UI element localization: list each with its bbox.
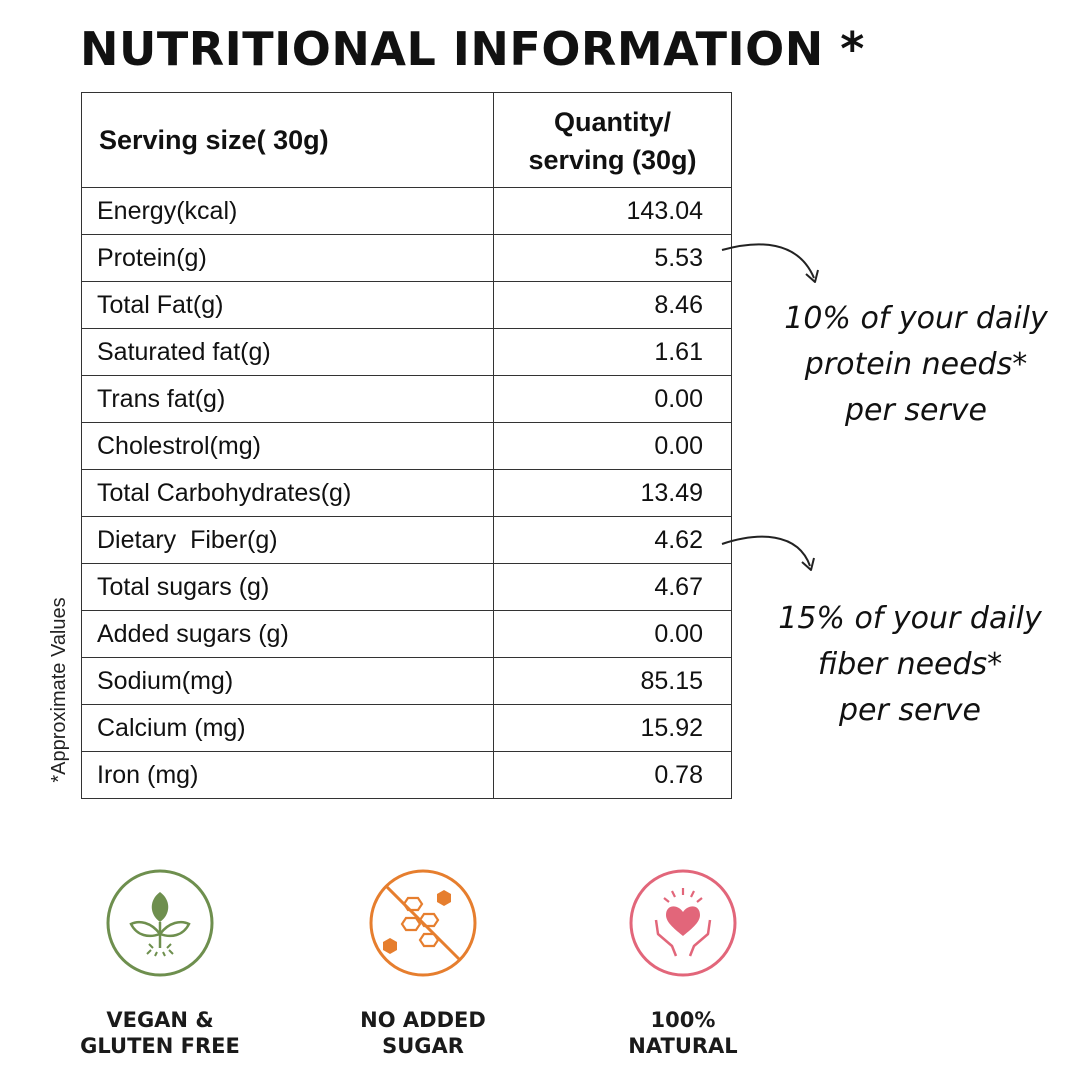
heart-hands-icon xyxy=(629,869,737,977)
natural-badge-line2: NATURAL xyxy=(628,1034,738,1058)
vegan-badge-line2: GLUTEN FREE xyxy=(80,1034,240,1058)
nutrition-table: Serving size( 30g) Quantity/ serving (30… xyxy=(81,92,732,799)
vegan-badge-line1: VEGAN & xyxy=(106,1008,214,1032)
serving-size-header: Serving size( 30g) xyxy=(81,92,494,188)
side-note-wrapper: *Approximate Values xyxy=(46,597,72,1050)
vegan-gluten-free-badge: VEGAN & GLUTEN FREE xyxy=(70,868,250,1059)
nutrient-value: 0.78 xyxy=(493,751,732,799)
nutrient-name: Total sugars (g) xyxy=(81,563,494,611)
nutrient-name: Trans fat(g) xyxy=(81,375,494,423)
natural-badge: 100% NATURAL xyxy=(593,868,773,1059)
protein-arrow-icon xyxy=(721,243,819,283)
fiber-arrow-icon xyxy=(721,535,815,571)
quantity-header: Quantity/ serving (30g) xyxy=(493,92,732,188)
nutrient-value: 0.00 xyxy=(493,375,732,423)
nutrient-value: 8.46 xyxy=(493,281,732,329)
quantity-header-line2: serving (30g) xyxy=(528,145,697,175)
vegan-badge-label: VEGAN & GLUTEN FREE xyxy=(70,1007,250,1059)
nutrient-value: 0.00 xyxy=(493,610,732,658)
protein-callout-line1: 10% of your daily xyxy=(784,301,1048,336)
natural-badge-label: 100% NATURAL xyxy=(593,1007,773,1059)
sprout-icon xyxy=(106,869,214,977)
protein-callout-line2: protein needs* xyxy=(804,347,1028,382)
natural-badge-line1: 100% xyxy=(650,1008,716,1032)
protein-callout: 10% of your daily protein needs* per ser… xyxy=(776,296,1056,434)
nutrient-value: 4.67 xyxy=(493,563,732,611)
table-row: Total sugars (g) 4.67 xyxy=(81,563,732,611)
nutrient-name: Iron (mg) xyxy=(81,751,494,799)
table-row: Energy(kcal) 143.04 xyxy=(81,187,732,235)
table-header-row: Serving size( 30g) Quantity/ serving (30… xyxy=(81,92,732,188)
fiber-callout: 15% of your daily fiber needs* per serve xyxy=(770,596,1050,734)
nutrient-value: 1.61 xyxy=(493,328,732,376)
nutrient-name: Saturated fat(g) xyxy=(81,328,494,376)
sugar-badge-line2: SUGAR xyxy=(382,1034,464,1058)
approximate-values-note: *Approximate Values xyxy=(48,597,70,783)
table-row: Total Fat(g) 8.46 xyxy=(81,281,732,329)
nutrient-value: 0.00 xyxy=(493,422,732,470)
table-row: Protein(g) 5.53 xyxy=(81,234,732,282)
table-row: Trans fat(g) 0.00 xyxy=(81,375,732,423)
nutrient-name: Added sugars (g) xyxy=(81,610,494,658)
fiber-callout-line3: per serve xyxy=(838,693,981,728)
nutrient-name: Calcium (mg) xyxy=(81,704,494,752)
fiber-callout-line1: 15% of your daily xyxy=(778,601,1042,636)
nutrient-value: 143.04 xyxy=(493,187,732,235)
protein-callout-line3: per serve xyxy=(844,393,987,428)
table-row: Iron (mg) 0.78 xyxy=(81,751,732,799)
table-row: Added sugars (g) 0.00 xyxy=(81,610,732,658)
nutrient-name: Cholestrol(mg) xyxy=(81,422,494,470)
nutrient-name: Dietary Fiber(g) xyxy=(81,516,494,564)
table-row: Cholestrol(mg) 0.00 xyxy=(81,422,732,470)
table-row: Dietary Fiber(g) 4.62 xyxy=(81,516,732,564)
table-row: Calcium (mg) 15.92 xyxy=(81,704,732,752)
nutrient-name: Sodium(mg) xyxy=(81,657,494,705)
nutrient-value: 13.49 xyxy=(493,469,732,517)
table-row: Total Carbohydrates(g) 13.49 xyxy=(81,469,732,517)
table-row: Sodium(mg) 85.15 xyxy=(81,657,732,705)
nutrient-value: 4.62 xyxy=(493,516,732,564)
table-row: Saturated fat(g) 1.61 xyxy=(81,328,732,376)
nutrient-name: Energy(kcal) xyxy=(81,187,494,235)
page-title: NUTRITIONAL INFORMATION * xyxy=(80,22,865,76)
nutrient-value: 15.92 xyxy=(493,704,732,752)
nutrient-name: Protein(g) xyxy=(81,234,494,282)
nutrient-name: Total Carbohydrates(g) xyxy=(81,469,494,517)
no-sugar-icon xyxy=(369,869,477,977)
nutrient-value: 85.15 xyxy=(493,657,732,705)
fiber-callout-line2: fiber needs* xyxy=(817,647,1003,682)
no-added-sugar-badge: NO ADDED SUGAR xyxy=(333,868,513,1059)
nutrient-name: Total Fat(g) xyxy=(81,281,494,329)
quantity-header-line1: Quantity/ xyxy=(553,107,671,137)
sugar-badge-line1: NO ADDED xyxy=(360,1008,486,1032)
sugar-badge-label: NO ADDED SUGAR xyxy=(333,1007,513,1059)
nutrient-value: 5.53 xyxy=(493,234,732,282)
